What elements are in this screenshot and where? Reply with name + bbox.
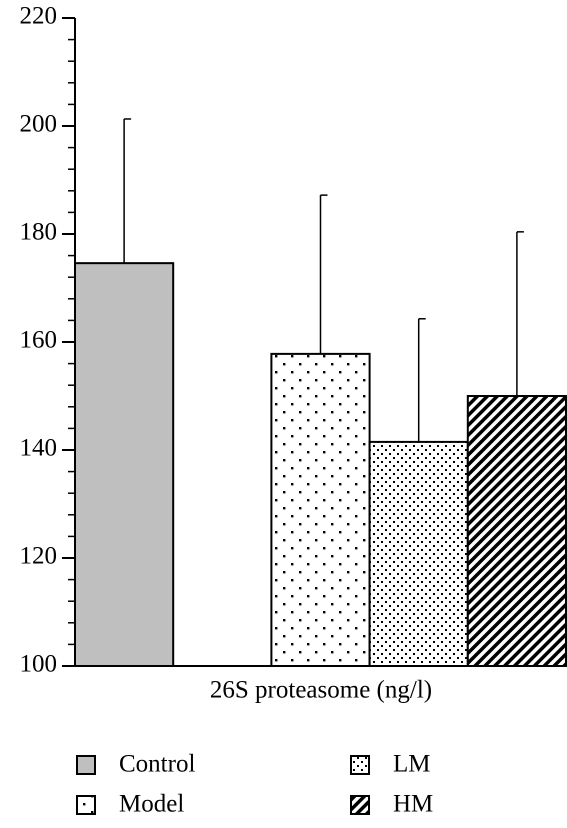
y-tick-label: 120 [20, 543, 58, 570]
bar [270, 352, 371, 667]
bar [74, 262, 175, 667]
legend-label: HM [393, 791, 433, 818]
y-tick-label: 180 [20, 219, 58, 246]
legend-swatch [76, 795, 96, 815]
y-tick-label: 100 [20, 651, 58, 678]
legend-label: Control [119, 751, 195, 778]
legend-swatch [350, 755, 370, 775]
y-tick-label: 200 [20, 111, 58, 138]
legend-label: Model [119, 791, 184, 818]
y-tick-label: 220 [20, 3, 58, 30]
legend-swatch [76, 755, 96, 775]
legend-label: LM [393, 751, 431, 778]
x-axis-label: 26S proteasome (ng/l) [210, 677, 432, 704]
bar [368, 440, 469, 667]
y-tick-label: 140 [20, 435, 58, 462]
y-tick-label: 160 [20, 327, 58, 354]
bar [466, 395, 567, 667]
legend-swatch [350, 795, 370, 815]
